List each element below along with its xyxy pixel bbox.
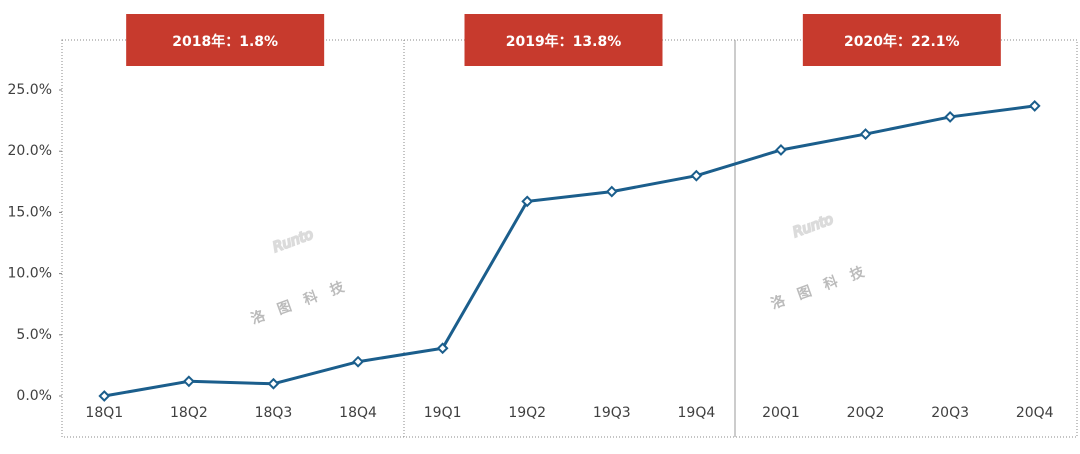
line [104,104,1035,398]
marker [944,111,957,123]
x-tick-label: 20Q4 [1016,405,1054,421]
x-tick-label: 18Q3 [255,405,293,421]
x-tick-label: 20Q2 [847,405,885,421]
marker [859,128,872,140]
marker [182,375,195,388]
marker [690,169,703,182]
x-tick-label: 18Q1 [85,405,123,421]
watermark-name: 洛图科技 [249,273,360,327]
marker [352,355,364,368]
watermark-brand: Runto [271,227,315,256]
plot-border [61,39,1078,438]
marker [1028,99,1041,112]
x-tick-label: 18Q4 [339,405,377,421]
annotation: 2019年：13.8% [506,33,622,50]
marker [521,195,534,208]
y-tick-label: 5.0% [16,327,52,343]
annotation-box [464,14,663,66]
x-tick-label: 20Q1 [762,405,800,421]
x-tick-label: 18Q2 [170,405,208,421]
annotation-box [126,14,325,66]
marker [98,390,111,402]
y-tick-label: 15.0% [8,204,52,220]
annotation-box [802,14,1001,66]
watermark: Runto 洛图科技 [769,211,880,313]
marker [605,185,618,198]
y-tick-label: 10.0% [8,266,52,282]
x-tick-label: 20Q3 [931,405,969,421]
x-tick-label: 19Q4 [678,405,716,421]
y-tick-label: 0.0% [16,388,52,404]
marker [436,342,449,355]
x-tick-label: 19Q2 [508,405,546,421]
x-tick-label: 19Q3 [593,405,631,421]
y-tick-label: 25.0% [8,82,52,98]
y-tick-label: 20.0% [8,143,52,159]
x-tick-label: 19Q1 [424,405,462,421]
marker [775,144,787,156]
marker [267,377,280,390]
watermark-name: 洛图科技 [769,258,880,312]
annotation: 2020年：22.1% [844,33,960,50]
annotation: 2018年：1.8% [172,33,278,50]
watermark: Runto 洛图科技 [249,226,360,328]
watermark-brand: Runto [791,212,835,241]
